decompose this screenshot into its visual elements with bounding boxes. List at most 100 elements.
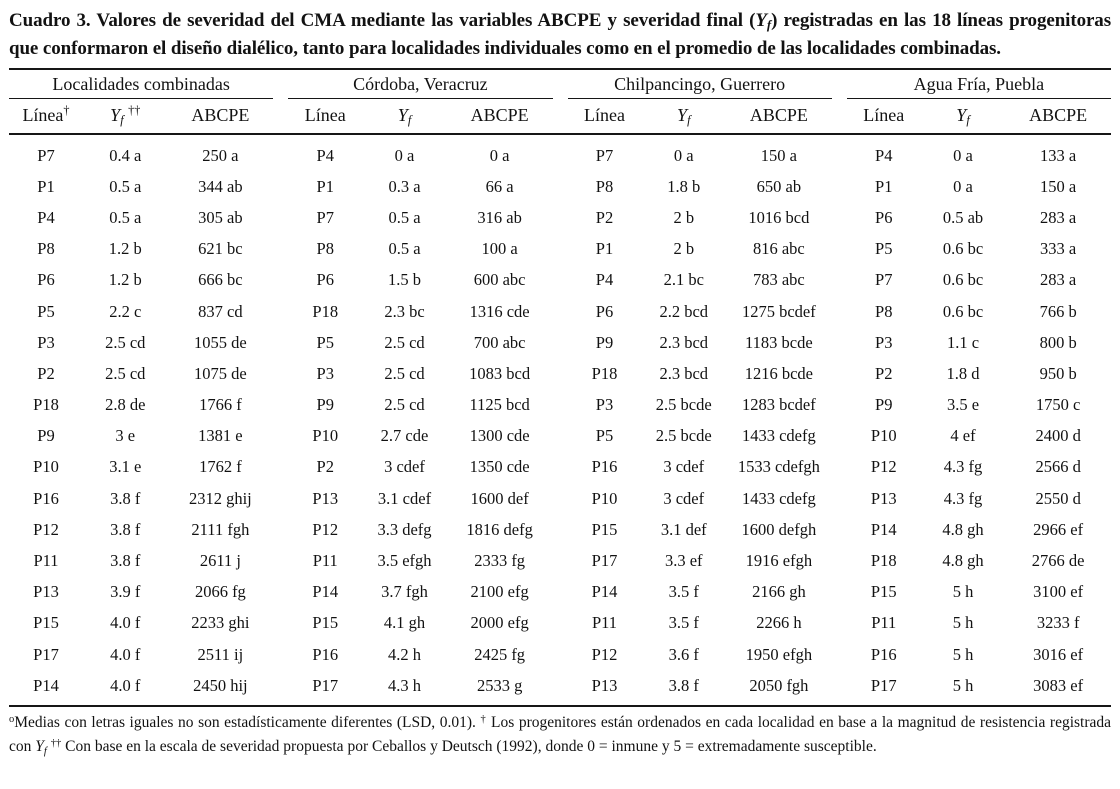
table-row: P13 3.9 f 2066 fg: [9, 577, 273, 608]
table-row: P12 3.3 defg 1816 defg: [288, 514, 552, 545]
cell-yf: 0.5 a: [109, 207, 142, 227]
cell-yf: 1.5 b: [388, 270, 421, 290]
cell-abcpe: 650 ab: [756, 176, 802, 196]
table-row: P16 5 h 3016 ef: [847, 639, 1111, 670]
cell-abcpe: 1350 cde: [469, 457, 530, 477]
top-rule: [9, 68, 1111, 70]
table-row: P7 0 a 150 a: [568, 140, 832, 171]
cell-yf: 1.8 d: [946, 363, 980, 383]
cell-abcpe: 950 b: [1039, 363, 1077, 383]
cell-abcpe: 1766 f: [199, 395, 242, 415]
table-row: P15 5 h 3100 ef: [847, 577, 1111, 608]
cell-abcpe: 2233 ghi: [191, 613, 250, 633]
cell-linea: P5: [316, 332, 334, 352]
text-segment: Línea: [304, 105, 346, 125]
table-row: P14 4.8 gh 2966 ef: [847, 514, 1111, 545]
cell-yf: 2.5 cd: [105, 363, 146, 383]
table-footnote: oMedias con letras iguales no son estadí…: [9, 707, 1111, 759]
text-segment: ABCPE: [191, 105, 250, 125]
table-row: P5 0.6 bc 333 a: [847, 234, 1111, 265]
column-header-linea: Línea: [568, 99, 642, 133]
cell-abcpe: 2000 efg: [470, 613, 529, 633]
table-row: P5 2.5 cd 700 abc: [288, 327, 552, 358]
cell-abcpe: 1916 efgh: [745, 551, 813, 571]
cell-linea: P3: [316, 363, 334, 383]
cell-abcpe: 1055 de: [194, 332, 247, 352]
text-segment: ) registradas en las 18 líneas progenito…: [9, 10, 1111, 59]
cell-yf: 5 h: [952, 644, 974, 664]
cell-linea: P13: [591, 675, 618, 695]
cell-linea: P8: [316, 239, 334, 259]
cell-linea: P5: [875, 239, 893, 259]
cell-yf: 0.3 a: [388, 176, 421, 196]
text-segment: Y: [35, 738, 44, 756]
cell-yf: 0 a: [953, 145, 973, 165]
header-rule: [9, 133, 1111, 135]
cell-abcpe: 1600 defgh: [741, 519, 817, 539]
cell-yf: 1.2 b: [108, 239, 142, 259]
text-segment: ABCPE: [1029, 105, 1088, 125]
subscript-text: f: [687, 113, 691, 128]
text-segment: ABCPE: [470, 105, 529, 125]
cell-yf: 0 a: [953, 176, 973, 196]
cell-yf: 3.7 fgh: [381, 582, 428, 602]
cell-linea: P13: [33, 582, 59, 602]
cell-abcpe: 283 a: [1040, 207, 1077, 227]
table-row: P17 3.3 ef 1916 efgh: [568, 545, 832, 576]
table-row: P8 1.2 b 621 bc: [9, 234, 273, 265]
text-segment: Línea: [22, 105, 64, 125]
cell-yf: 2.5 bcde: [655, 426, 712, 446]
cell-linea: P13: [870, 488, 897, 508]
cell-abcpe: 700 abc: [473, 332, 526, 352]
table-row: P9 2.5 cd 1125 bcd: [288, 390, 552, 421]
cell-yf: 4.2 h: [388, 644, 421, 664]
cell-linea: P15: [870, 582, 897, 602]
column-header-abcpe: ABCPE: [447, 99, 553, 133]
cell-yf: 2.2 c: [109, 301, 142, 321]
cell-abcpe: 1300 cde: [469, 426, 530, 446]
cell-abcpe: 1433 cdefg: [741, 426, 816, 446]
cell-abcpe: 1816 defg: [466, 519, 533, 539]
superscript-marker: ††: [50, 737, 62, 749]
cell-yf: 3.5 e: [946, 395, 980, 415]
cell-yf: 4.3 h: [388, 675, 421, 695]
table-row: P15 3.1 def 1600 defgh: [568, 514, 832, 545]
cell-abcpe: 2100 efg: [470, 582, 529, 602]
table-row: P9 3.5 e 1750 c: [847, 390, 1111, 421]
cell-yf: 0.6 bc: [942, 239, 984, 259]
cell-yf: 0 a: [394, 145, 415, 165]
subscript-text: f: [966, 113, 970, 128]
column-header-abcpe: ABCPE: [168, 99, 274, 133]
table-row: P9 2.3 bcd 1183 bcde: [568, 327, 832, 358]
table-row: P4 0 a 133 a: [847, 140, 1111, 171]
cell-yf: 0.5 a: [388, 239, 421, 259]
column-headers-agua-fria: Línea Yf ABCPE: [847, 99, 1111, 133]
cell-yf: 3.6 f: [668, 644, 699, 664]
cell-abcpe: 783 abc: [752, 270, 805, 290]
table-row: P11 5 h 3233 f: [847, 608, 1111, 639]
text-segment: Y: [677, 105, 688, 125]
table-row: P5 2.5 bcde 1433 cdefg: [568, 421, 832, 452]
cell-yf: 2.3 bcd: [659, 363, 709, 383]
cell-abcpe: 1750 c: [1035, 395, 1081, 415]
cell-linea: P2: [37, 363, 55, 383]
table-row: P11 3.5 efgh 2333 fg: [288, 545, 552, 576]
cell-linea: P1: [875, 176, 893, 196]
subscript-text: f: [120, 113, 124, 128]
table-row: P6 1.2 b 666 bc: [9, 265, 273, 296]
cell-linea: P13: [312, 488, 339, 508]
cell-abcpe: 666 bc: [198, 270, 243, 290]
text-segment: Y: [397, 105, 408, 125]
cell-linea: P17: [312, 675, 339, 695]
cell-yf: 4.3 fg: [943, 488, 983, 508]
cell-yf: 2.5 cd: [384, 332, 425, 352]
cell-yf: 5 h: [952, 613, 974, 633]
text-segment: ABCPE: [749, 105, 808, 125]
cell-yf: 2.7 cde: [380, 426, 429, 446]
group-agua-fria-puebla: Agua Fría, Puebla: [846, 70, 1111, 99]
table-row: P8 0.5 a 100 a: [288, 234, 552, 265]
table-caption: Cuadro 3. Valores de severidad del CMA m…: [9, 7, 1111, 63]
cell-abcpe: 2611 j: [199, 551, 241, 571]
cell-yf: 2.3 bc: [384, 301, 425, 321]
